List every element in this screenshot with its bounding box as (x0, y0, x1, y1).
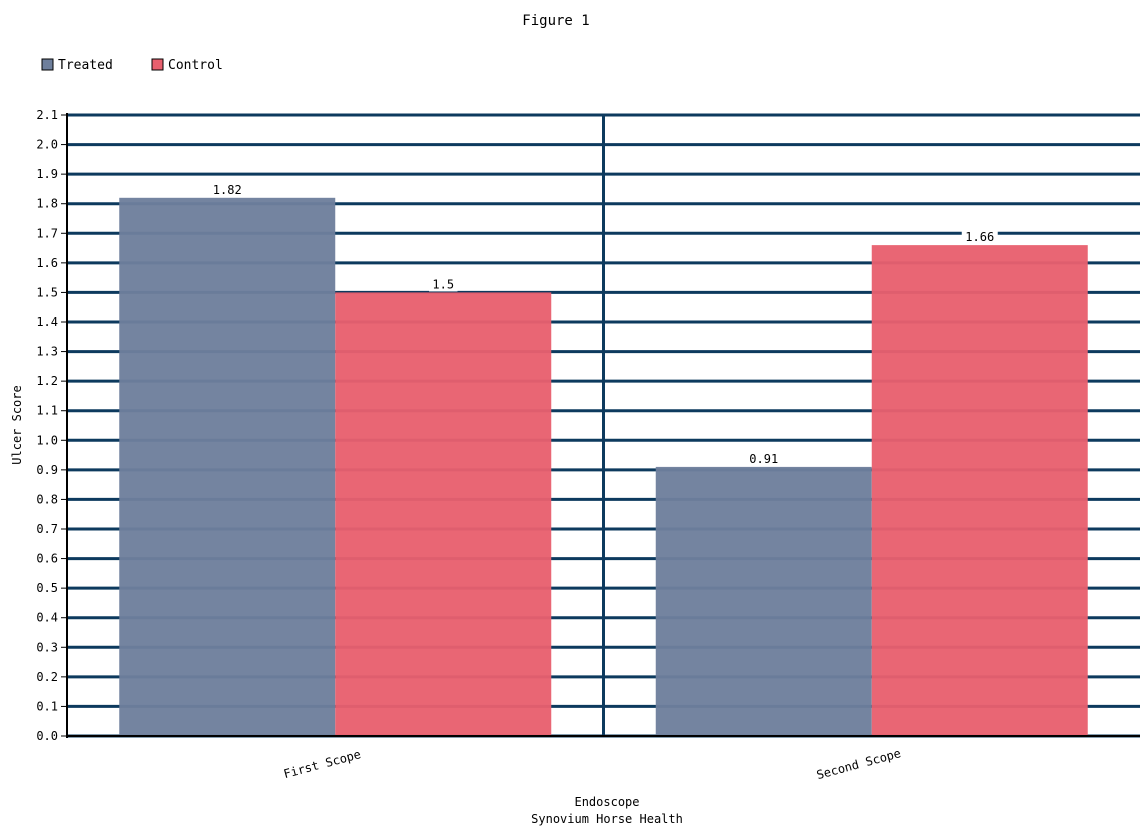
legend-label-control: Control (168, 58, 223, 73)
y-axis: 0.0 0.1 0.2 0.3 0.4 0.5 0.6 0.7 0.8 0.9 1.0 1.1 1.2 1… (36, 108, 1140, 743)
bar-treated-first-scope[interactable] (119, 197, 336, 737)
x-tick-label: Second Scope (815, 746, 902, 782)
y-tick-label: 1.1 (36, 404, 58, 418)
data-label: 0.91 (749, 452, 778, 466)
y-tick-label: 1.8 (36, 197, 58, 211)
y-tick-label: 0.7 (36, 522, 58, 536)
y-tick-label: 1.3 (36, 345, 58, 359)
legend-item-treated[interactable]: Treated (41, 58, 113, 73)
y-tick-label: 0.3 (36, 640, 58, 654)
chart-title: Figure 1 (522, 13, 589, 29)
y-tick-label: 1.6 (36, 256, 58, 270)
y-tick-label: 0.1 (36, 699, 58, 713)
data-label-box (429, 278, 458, 292)
x-axis-label: Endoscope (574, 795, 639, 809)
y-tick-label: 1.7 (36, 226, 58, 240)
y-tick-label: 0.5 (36, 581, 58, 595)
y-tick-label: 1.5 (36, 285, 58, 299)
data-label-box (209, 183, 246, 197)
chart-subtitle: Synovium Horse Health (531, 812, 683, 826)
bar-treated-second-scope[interactable] (655, 466, 872, 736)
bar-control-second-scope[interactable] (871, 245, 1088, 736)
x-tick-label: First Scope (282, 747, 362, 781)
legend-swatch-treated (41, 58, 54, 71)
legend-item-control[interactable]: Control (151, 58, 223, 73)
y-tick-label: 1.9 (36, 167, 58, 181)
y-tick-label: 0.6 (36, 552, 58, 566)
data-label: 1.66 (965, 230, 994, 244)
data-label-box (961, 231, 998, 245)
y-axis-label: Ulcer Score (10, 385, 24, 464)
data-label: 1.82 (213, 183, 242, 197)
y-tick-label: 2.1 (36, 108, 58, 122)
x-axis: First Scope Second Scope (282, 746, 902, 782)
y-tick-label: 0.4 (36, 611, 58, 625)
bars (119, 197, 1088, 737)
y-tick-label: 1.4 (36, 315, 58, 329)
data-label-box (745, 452, 782, 466)
y-tick-label: 1.0 (36, 433, 58, 447)
y-tick-label: 0.8 (36, 492, 58, 506)
data-label: 1.5 (432, 277, 454, 291)
y-tick-label: 0.0 (36, 729, 58, 743)
y-tick-label: 2.0 (36, 138, 58, 152)
y-tick-label: 0.2 (36, 670, 58, 684)
legend-label-treated: Treated (58, 58, 113, 73)
legend-swatch-control (151, 58, 164, 71)
data-labels: 1.82 1.5 0.91 1.66 (209, 183, 998, 466)
y-tick-label: 0.9 (36, 463, 58, 477)
bar-control-first-scope[interactable] (335, 292, 552, 736)
y-tick-label: 1.2 (36, 374, 58, 388)
legend: Treated Control (41, 58, 223, 73)
